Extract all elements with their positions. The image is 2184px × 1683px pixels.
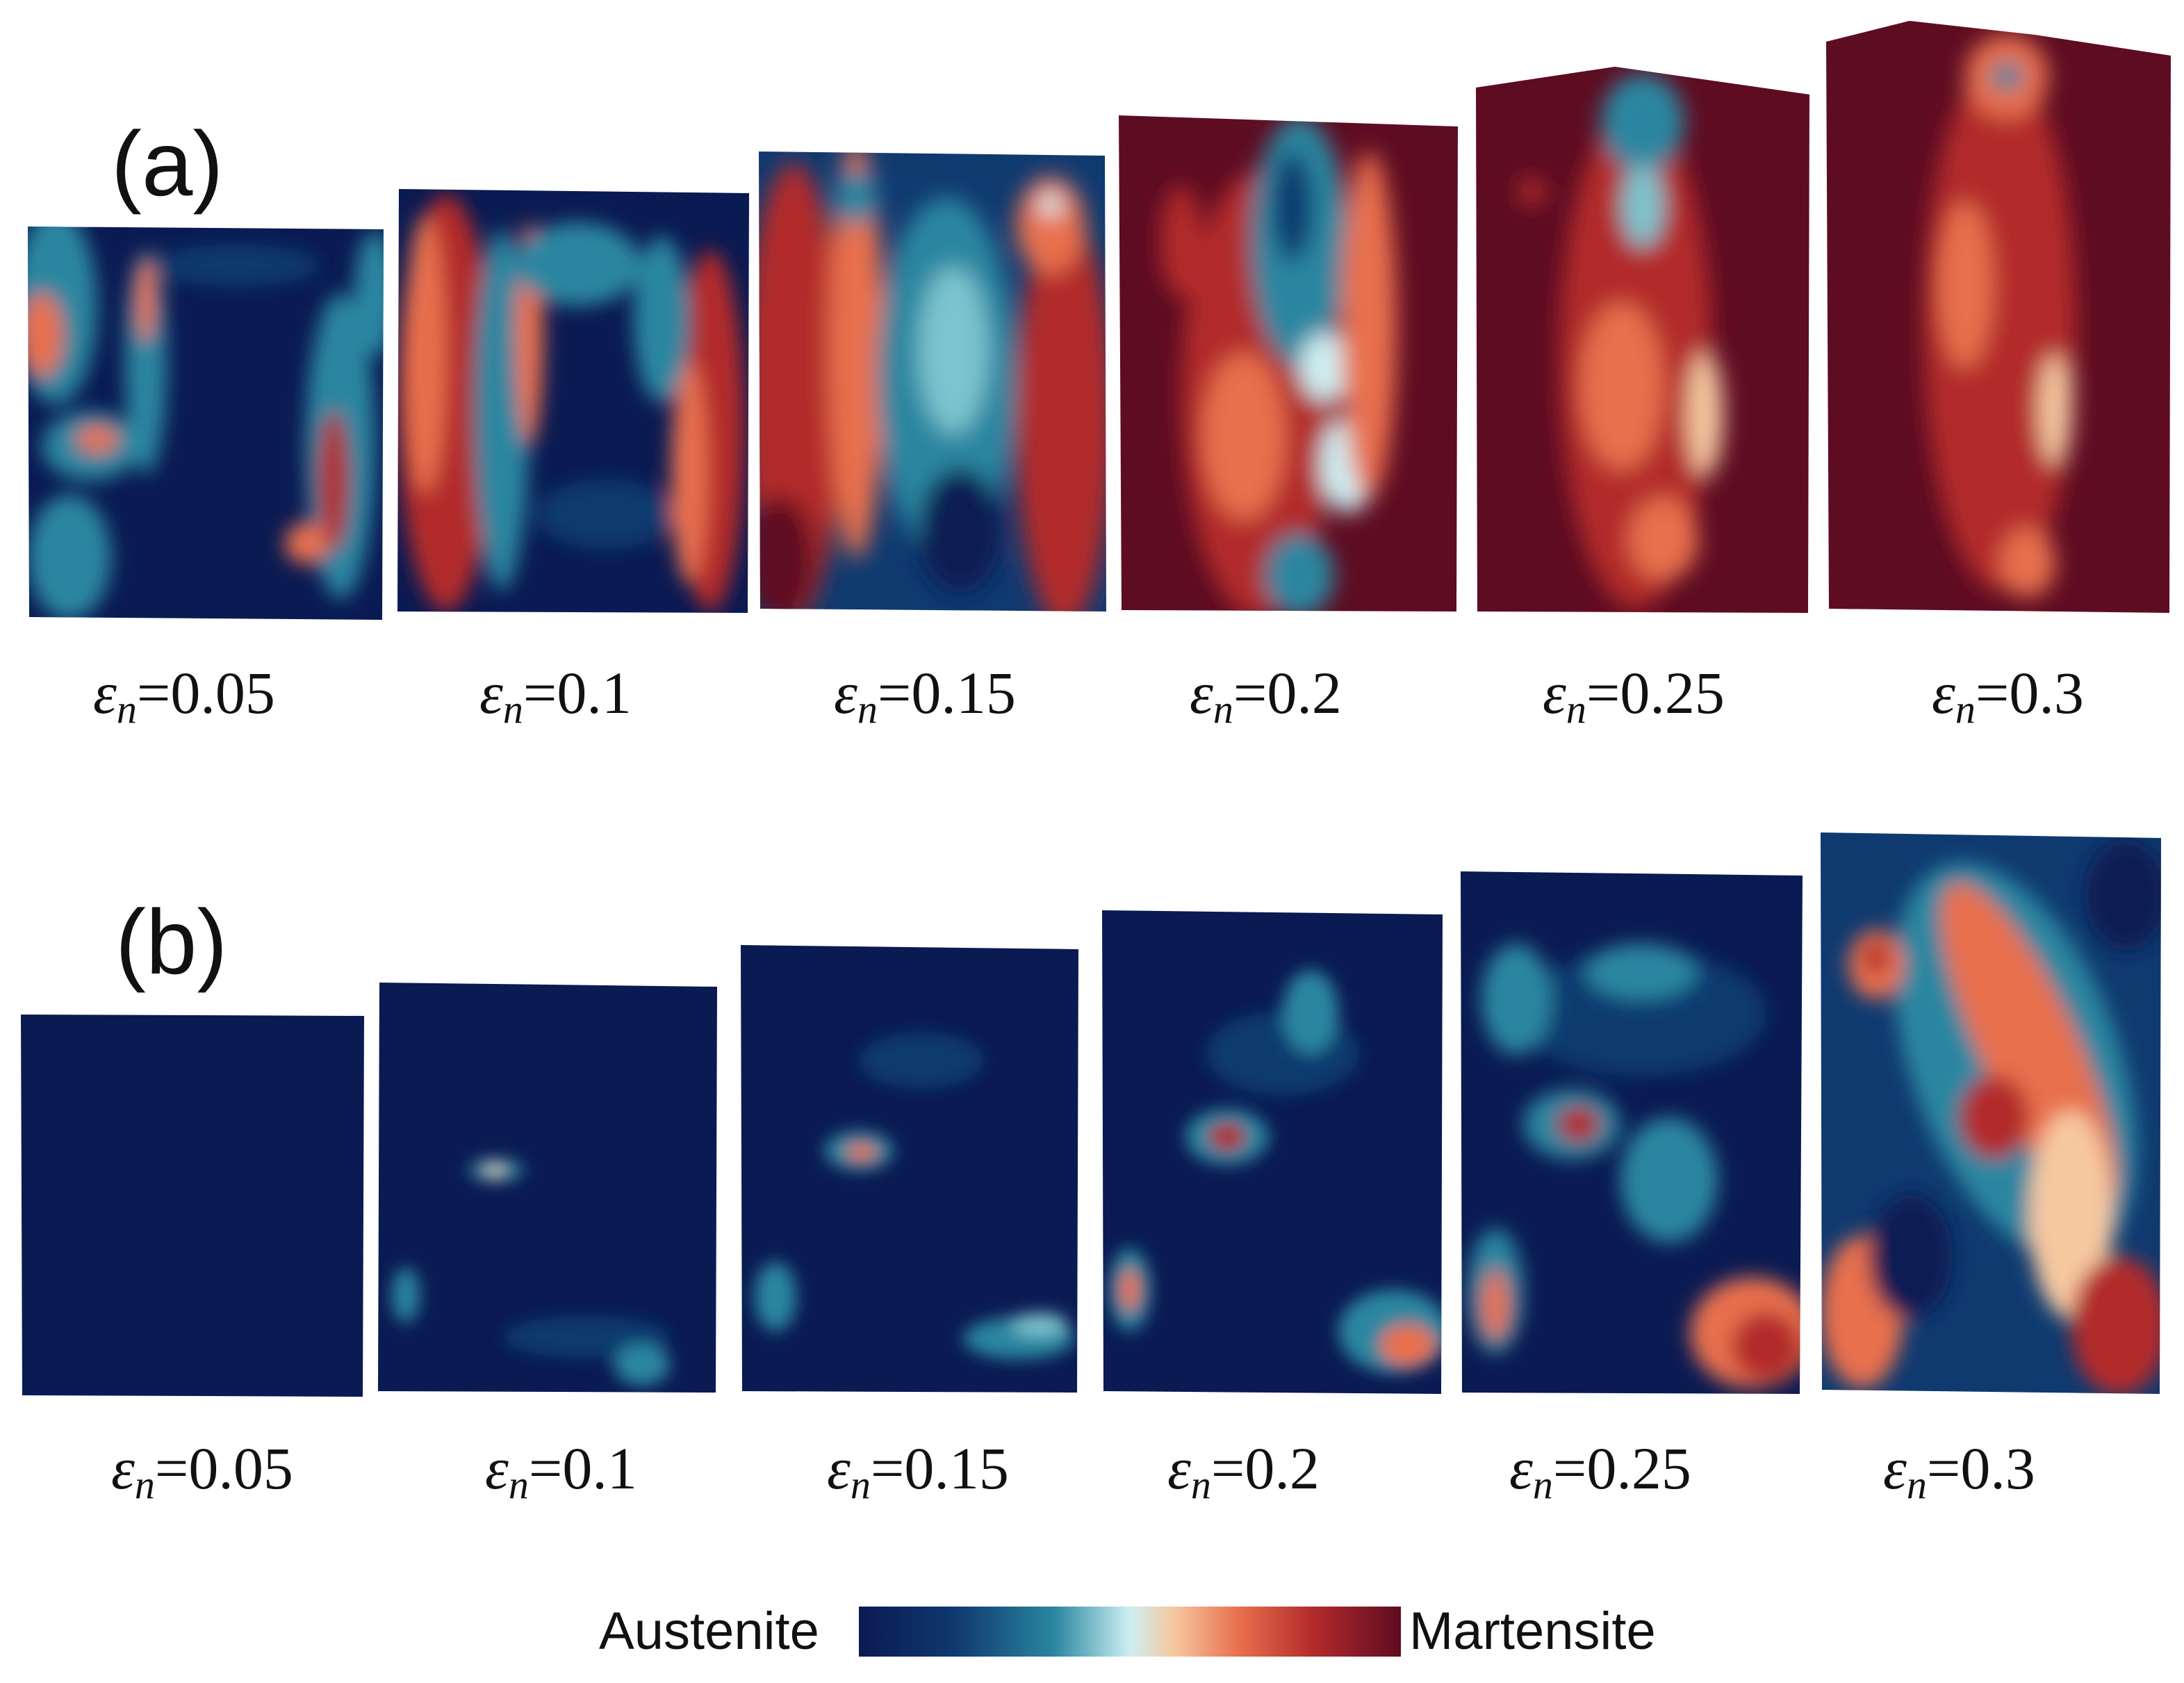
caption-a-1: εn=0.05: [93, 659, 275, 732]
caption-b-3: εn=0.15: [827, 1435, 1009, 1507]
phase-map-b-1: [21, 1013, 364, 1397]
phase-map-a-3: [759, 142, 1106, 614]
caption-a-3: εn=0.15: [834, 659, 1016, 732]
caption-b-5: εn=0.25: [1509, 1435, 1691, 1507]
phase-map-a-1: [28, 224, 384, 620]
panel-b-label: (b): [115, 891, 228, 993]
phase-colorbar: [859, 1607, 1401, 1657]
phase-map-a-5: [1476, 67, 1809, 614]
phase-map-b-6: [1821, 826, 2161, 1394]
phase-map-a-2: [397, 181, 749, 614]
phase-map-b-4: [1102, 901, 1443, 1394]
caption-b-6: εn=0.3: [1883, 1435, 2035, 1507]
legend-austenite-label: Austenite: [599, 1602, 819, 1661]
legend-martensite-label: Martensite: [1409, 1602, 1656, 1661]
caption-a-5: εn=0.25: [1543, 659, 1725, 732]
panel-a-label: (a): [111, 113, 224, 215]
caption-b-2: εn=0.1: [485, 1435, 637, 1507]
caption-a-6: εn=0.3: [1932, 659, 2084, 732]
phase-map-b-5: [1461, 860, 1803, 1394]
phase-map-b-2: [378, 976, 717, 1393]
phase-map-a-6: [1826, 21, 2171, 614]
caption-b-1: εn=0.05: [111, 1435, 293, 1507]
caption-b-4: εn=0.2: [1167, 1435, 1320, 1507]
phase-map-a-4: [1119, 103, 1458, 614]
caption-a-2: εn=0.1: [479, 659, 632, 732]
phase-map-b-3: [741, 935, 1078, 1393]
caption-a-4: εn=0.2: [1190, 659, 1342, 732]
